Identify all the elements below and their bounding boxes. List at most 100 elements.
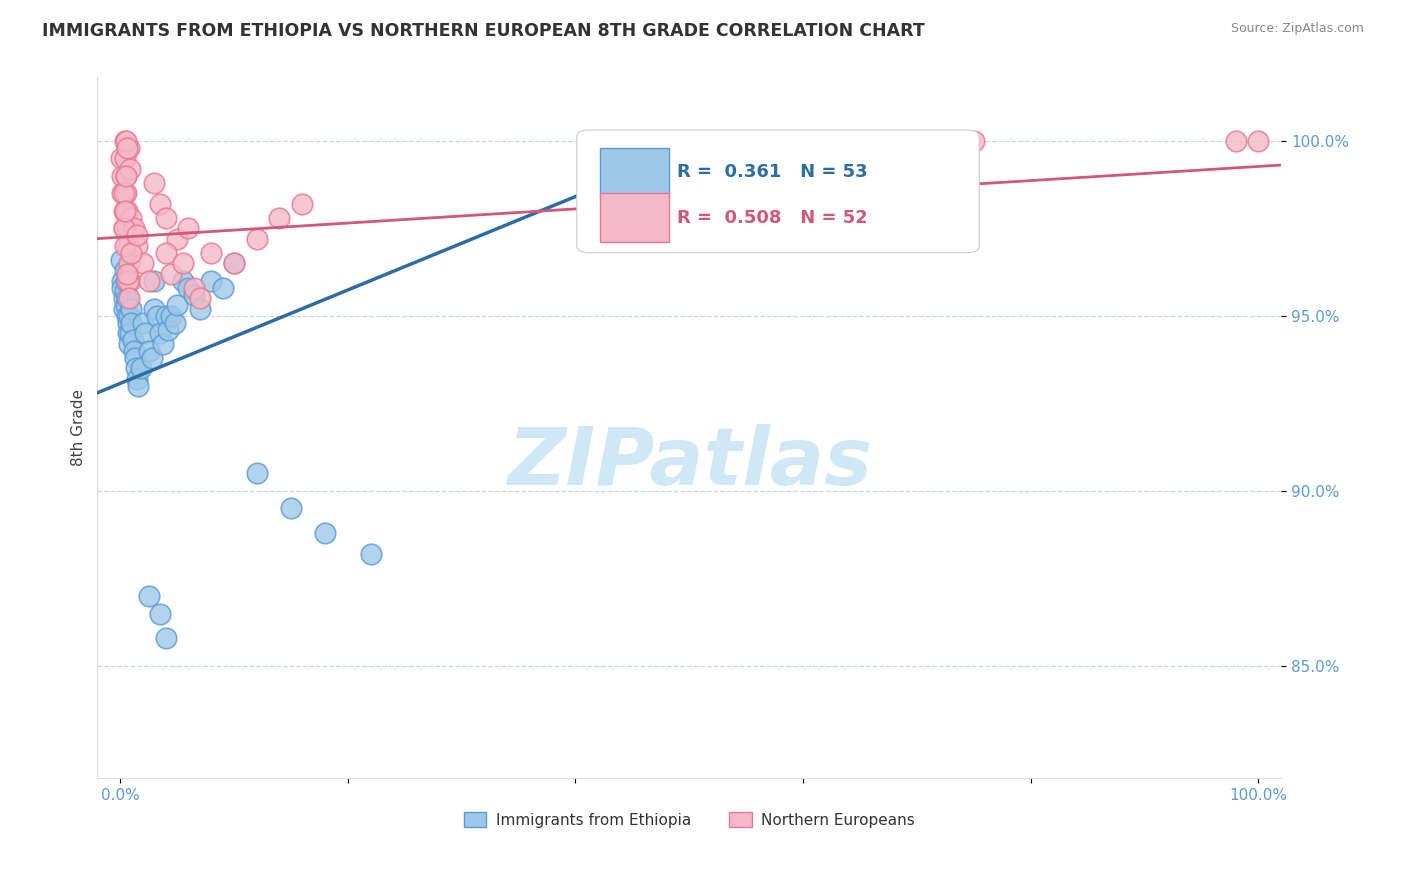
Point: [134, 326, 156, 341]
Point: [1225, 134, 1247, 148]
Point: [112, 203, 135, 218]
Point: [166, 298, 188, 312]
Point: [156, 323, 179, 337]
Point: [115, 291, 138, 305]
Point: [132, 316, 155, 330]
FancyBboxPatch shape: [576, 130, 979, 252]
Point: [963, 134, 986, 148]
Point: [246, 467, 269, 481]
Point: [114, 263, 136, 277]
Point: [166, 232, 188, 246]
Point: [138, 589, 160, 603]
Point: [141, 351, 163, 365]
Point: [172, 274, 194, 288]
Point: [112, 301, 135, 316]
Point: [155, 631, 177, 645]
Point: [115, 221, 138, 235]
Text: IMMIGRANTS FROM ETHIOPIA VS NORTHERN EUROPEAN 8TH GRADE CORRELATION CHART: IMMIGRANTS FROM ETHIOPIA VS NORTHERN EUR…: [42, 22, 925, 40]
Point: [149, 607, 172, 621]
Point: [120, 161, 142, 176]
Point: [138, 274, 160, 288]
Point: [183, 281, 205, 295]
Point: [155, 309, 177, 323]
Point: [280, 501, 302, 516]
Point: [314, 525, 336, 540]
Point: [188, 301, 211, 316]
Point: [114, 284, 136, 298]
Point: [129, 361, 152, 376]
Point: [172, 256, 194, 270]
Y-axis label: 8th Grade: 8th Grade: [72, 389, 86, 467]
Point: [127, 228, 149, 243]
Point: [115, 267, 138, 281]
Point: [160, 267, 183, 281]
Point: [143, 301, 166, 316]
Point: [117, 238, 139, 252]
Point: [112, 291, 135, 305]
Text: R =  0.508   N = 52: R = 0.508 N = 52: [678, 209, 868, 227]
Point: [183, 287, 205, 301]
Point: [155, 211, 177, 225]
Point: [160, 309, 183, 323]
Point: [360, 547, 382, 561]
Point: [118, 140, 141, 154]
Point: [118, 256, 141, 270]
Point: [111, 281, 134, 295]
Point: [121, 301, 143, 316]
Point: [114, 298, 136, 312]
Point: [115, 203, 138, 218]
Point: [114, 203, 136, 218]
Point: [114, 134, 136, 148]
Point: [149, 326, 172, 341]
Point: [138, 343, 160, 358]
Point: [117, 274, 139, 288]
Point: [127, 372, 149, 386]
Point: [155, 245, 177, 260]
Point: [246, 232, 269, 246]
Point: [188, 291, 211, 305]
Point: [115, 140, 138, 154]
Point: [122, 343, 145, 358]
Point: [118, 336, 141, 351]
Legend: Immigrants from Ethiopia, Northern Europeans: Immigrants from Ethiopia, Northern Europ…: [457, 805, 921, 834]
Point: [122, 221, 145, 235]
Point: [177, 281, 200, 295]
Point: [112, 186, 135, 200]
Point: [115, 309, 138, 323]
Point: [1247, 134, 1270, 148]
Point: [121, 316, 143, 330]
Point: [152, 336, 174, 351]
Point: [149, 196, 172, 211]
Point: [120, 326, 142, 341]
Point: [211, 281, 233, 295]
Text: ZIPatlas: ZIPatlas: [506, 424, 872, 502]
Point: [118, 309, 141, 323]
Point: [127, 378, 149, 392]
Point: [145, 309, 167, 323]
Point: [143, 176, 166, 190]
Point: [127, 238, 149, 252]
FancyBboxPatch shape: [600, 193, 669, 242]
Point: [222, 256, 245, 270]
Point: [121, 333, 143, 347]
Point: [114, 186, 136, 200]
Point: [121, 211, 143, 225]
Point: [200, 274, 222, 288]
Point: [117, 316, 139, 330]
Point: [111, 169, 134, 183]
Point: [143, 274, 166, 288]
Point: [120, 274, 142, 288]
Point: [269, 211, 291, 225]
Point: [114, 169, 136, 183]
Point: [222, 256, 245, 270]
Point: [117, 326, 139, 341]
Point: [114, 238, 136, 252]
FancyBboxPatch shape: [600, 147, 669, 196]
Point: [118, 291, 141, 305]
Point: [110, 252, 132, 267]
Point: [132, 256, 155, 270]
Point: [125, 361, 148, 376]
Point: [121, 245, 143, 260]
Point: [114, 169, 136, 183]
Text: R =  0.361   N = 53: R = 0.361 N = 53: [678, 163, 868, 181]
